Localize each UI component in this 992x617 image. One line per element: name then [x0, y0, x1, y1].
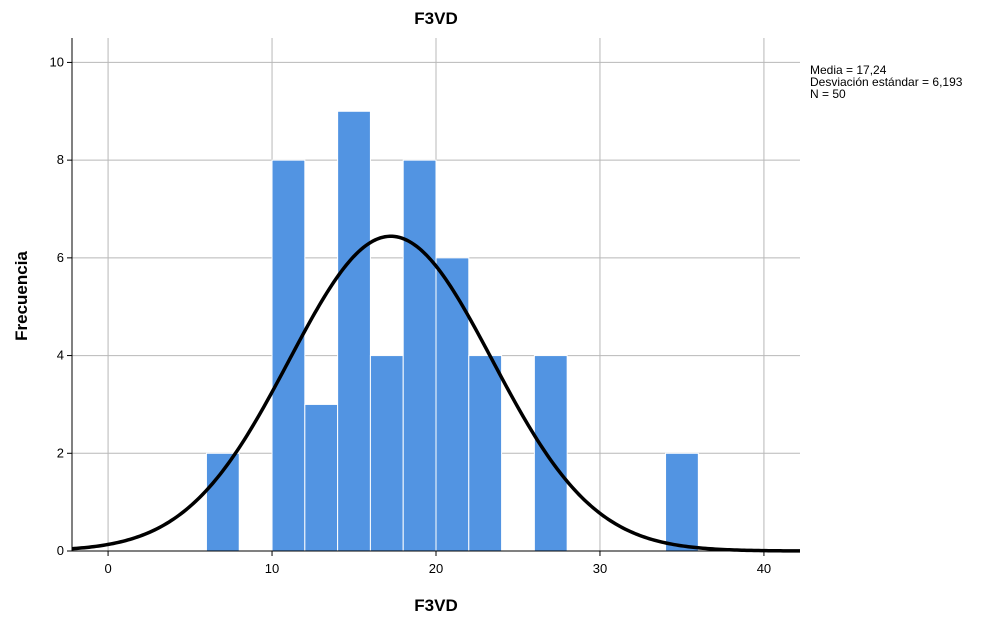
y-axis-label: Frecuencia: [12, 251, 31, 341]
stats-std: Desviación estándar = 6,193: [810, 75, 963, 89]
x-tick-label: 0: [104, 561, 111, 576]
y-tick-label: 0: [57, 543, 64, 558]
histogram-bars: [205, 110, 699, 552]
y-tick-label: 6: [57, 250, 64, 265]
x-tick-label: 40: [757, 561, 771, 576]
y-tick-label: 4: [57, 348, 64, 363]
x-tick-label: 30: [593, 561, 607, 576]
stats-mean: Media = 17,24: [810, 63, 887, 77]
histogram-bar: [402, 159, 437, 552]
stats-n: N = 50: [810, 87, 846, 101]
y-tick-label: 8: [57, 152, 64, 167]
histogram-bar: [271, 159, 306, 552]
y-tick-label: 10: [50, 54, 64, 69]
stats-box: Media = 17,24 Desviación estándar = 6,19…: [810, 64, 962, 100]
histogram-bar: [304, 403, 339, 552]
x-axis-label: F3VD: [414, 596, 457, 615]
x-tick-labels: 0 10 20 30 40: [104, 551, 771, 576]
histogram-bar: [468, 355, 503, 552]
histogram-bar: [435, 257, 470, 552]
normal-curve: [71, 234, 801, 553]
histogram-bar: [337, 110, 371, 552]
y-tick-label: 2: [57, 445, 64, 460]
histogram-bar: [369, 355, 404, 552]
histogram-bar: [533, 355, 568, 552]
chart-title: F3VD: [414, 9, 457, 28]
x-tick-label: 10: [265, 561, 279, 576]
x-tick-label: 20: [429, 561, 443, 576]
histogram-bar: [665, 452, 699, 552]
y-tick-labels: 0 2 4 6 8 10: [50, 54, 72, 558]
